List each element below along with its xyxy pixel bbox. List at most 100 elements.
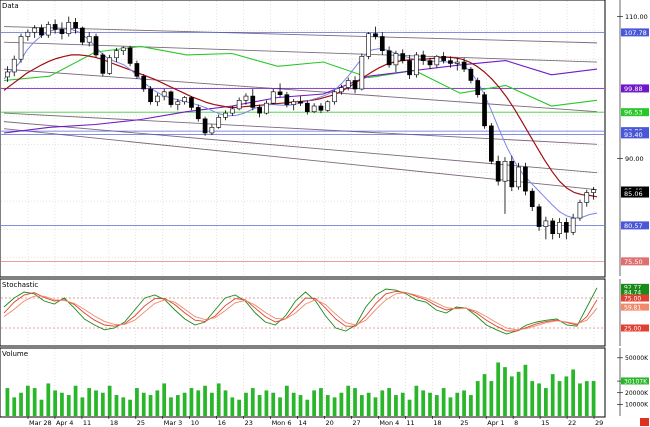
volume-bar <box>19 392 23 416</box>
x-axis-label: Apr 1 <box>487 419 504 427</box>
volume-bar <box>203 385 207 416</box>
candle-body <box>359 56 365 90</box>
stochastic-lines <box>3 287 598 335</box>
volume-bar <box>516 371 521 416</box>
volume-bar <box>312 390 317 416</box>
candle-body <box>209 126 215 134</box>
price-panel: Data <box>0 0 606 278</box>
stochastic-tag <box>621 288 649 296</box>
candle-body <box>523 166 528 192</box>
volume-bar <box>448 397 453 416</box>
candle-body <box>127 47 133 64</box>
candle-body <box>195 107 201 120</box>
candle-body <box>216 117 222 128</box>
stochastic-tag <box>621 303 649 311</box>
volume-bar <box>12 397 17 416</box>
corner-button[interactable] <box>640 418 649 426</box>
candle-body <box>489 125 494 162</box>
volume-bar <box>244 392 248 416</box>
level-tag-label: 80.57 <box>624 222 643 230</box>
candle-body <box>448 60 453 64</box>
candle-body <box>407 60 412 76</box>
candle-body <box>427 60 433 66</box>
stochastic-tag-label: 25.00 <box>624 325 641 332</box>
volume-bar <box>155 390 160 416</box>
volume-bar <box>400 392 405 416</box>
volume-bar <box>475 381 480 416</box>
price-panel-frame <box>0 0 606 278</box>
volume-bar <box>325 395 330 416</box>
level-tag-label: 93.40 <box>624 131 643 139</box>
volume-bar <box>482 374 487 416</box>
candle-body <box>229 108 235 114</box>
candle-body <box>202 118 208 134</box>
level-tag-label: 99.88 <box>624 85 643 93</box>
candle-body <box>352 80 358 90</box>
candle-body <box>277 91 283 95</box>
volume-bar <box>87 388 92 416</box>
volume-bar <box>509 376 514 416</box>
volume-bar <box>571 369 576 416</box>
candle-body <box>332 91 337 103</box>
volume-bar <box>278 397 282 416</box>
volume-bar <box>94 390 98 416</box>
volume-bar <box>182 392 187 416</box>
candle-body <box>223 112 228 118</box>
candle-body <box>502 161 508 182</box>
volume-bar <box>175 395 180 416</box>
volume-axis: 50000K30000K20000K10000K30107K <box>617 348 649 416</box>
x-axis-label: 25 <box>460 419 468 427</box>
volume-bar <box>32 388 37 416</box>
candle-body <box>298 101 303 104</box>
x-axis-label: 10 <box>191 419 199 427</box>
level-tag <box>621 257 649 266</box>
level-tag-label: 85.06 <box>624 190 643 198</box>
candle-body <box>393 53 399 66</box>
candle-body <box>18 36 24 60</box>
candle-body <box>182 97 187 103</box>
volume-bar <box>237 399 242 416</box>
stochastic-tag <box>621 283 649 291</box>
x-axis-label: 22 <box>568 419 576 427</box>
x-axis-label: 15 <box>541 419 549 427</box>
candle-body <box>141 75 147 90</box>
candle-body <box>495 161 501 182</box>
volume-bar <box>428 392 432 416</box>
volume-bar <box>523 364 528 416</box>
candle-body <box>284 94 290 105</box>
candle-body <box>59 29 65 34</box>
candle-body <box>379 36 385 51</box>
volume-bar <box>503 367 507 416</box>
volume-bars <box>5 362 596 416</box>
candle-body <box>345 80 351 88</box>
candle-body <box>45 24 51 36</box>
candle-body <box>189 97 194 108</box>
volume-bar <box>121 397 126 416</box>
x-axis-label: Mar 3 <box>164 419 182 427</box>
x-axis-label: 23 <box>245 419 253 427</box>
candle-body <box>134 63 140 77</box>
volume-bar <box>591 380 596 416</box>
candle-body <box>161 91 167 97</box>
volume-bar <box>564 376 569 416</box>
volume-bar <box>544 388 548 416</box>
trendline <box>3 41 598 63</box>
price-axis-label: 110.00 <box>625 13 648 21</box>
candle-body <box>80 27 85 43</box>
volume-bar <box>584 381 589 416</box>
volume-bar <box>319 388 323 416</box>
candle-body <box>509 161 515 188</box>
volume-bar <box>5 388 10 416</box>
x-axis-label: 20 <box>325 419 333 427</box>
stochastic-tag-label: 84.74 <box>624 289 641 296</box>
candle-body <box>550 220 556 234</box>
volume-bar <box>434 395 439 416</box>
volume-bar <box>537 383 541 416</box>
volume-bar <box>353 388 357 416</box>
candle-body <box>270 91 276 104</box>
candle-body <box>536 206 542 227</box>
candle-body <box>373 33 378 37</box>
level-tag-label: 96.53 <box>624 109 643 117</box>
